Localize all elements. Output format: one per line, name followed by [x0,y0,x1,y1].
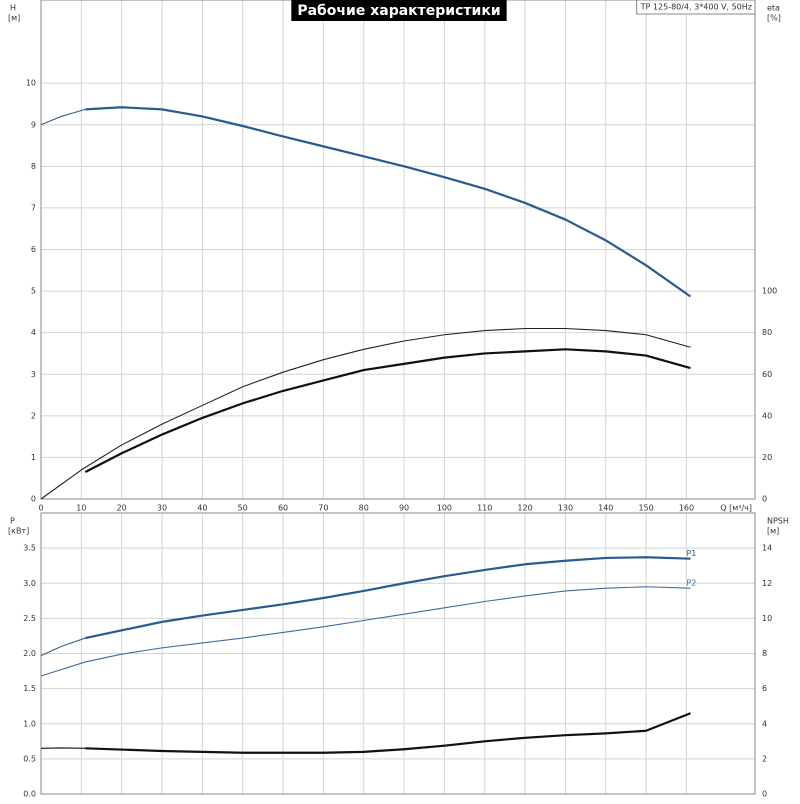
y2-tick-label: 4 [762,719,767,728]
y-axis-label: H [10,4,16,13]
curve [85,713,690,753]
y-tick-label: 1 [31,453,36,462]
y-tick-label: 7 [31,203,36,212]
y2-tick-label: 14 [762,544,772,553]
y2-tick-label: 60 [762,370,772,379]
y2-tick-label: 20 [762,453,772,462]
y-tick-label: 0.5 [23,754,36,763]
y-tick-label: 8 [31,162,36,171]
y-tick-label: 4 [31,328,36,337]
curve [41,587,690,676]
x-tick-label: 130 [558,504,573,513]
y-tick-label: 10 [26,79,36,88]
x-tick-label: 30 [157,504,167,513]
curve [85,107,690,296]
x-tick-label: 50 [238,504,248,513]
x-tick-label: 60 [278,504,288,513]
curve [41,329,690,499]
curve [41,638,85,656]
x-tick-label: 120 [517,504,532,513]
y2-axis-unit: [%] [767,14,781,23]
y-tick-label: 5 [31,287,36,296]
curve-label: P2 [686,579,696,588]
y-axis-unit: [м] [8,14,20,23]
y-tick-label: 2.5 [23,614,36,623]
y-tick-label: 2.0 [23,649,36,658]
x-tick-label: 90 [399,504,409,513]
x-tick-label: 20 [117,504,127,513]
x-tick-label: 80 [359,504,369,513]
y-tick-label: 3 [31,370,36,379]
y-tick-label: 3.0 [23,579,36,588]
y2-axis-unit: [м] [767,527,779,536]
y-tick-label: 1.5 [23,684,36,693]
y-tick-label: 9 [31,120,36,129]
y2-tick-label: 12 [762,579,772,588]
y-axis-unit: [кВт] [8,527,29,536]
y2-tick-label: 0 [762,495,767,504]
curve [85,557,690,638]
y-tick-label: 3.5 [23,544,36,553]
y-axis-label: P [10,517,15,526]
y2-tick-label: 0 [762,790,767,799]
x-tick-label: 160 [679,504,694,513]
y2-tick-label: 8 [762,649,767,658]
y2-tick-label: 100 [762,287,777,296]
x-axis-label: Q [м³/ч] [720,504,752,513]
x-tick-label: 10 [76,504,86,513]
y-tick-label: 6 [31,245,36,254]
curve [85,349,690,472]
y-tick-label: 1.0 [23,719,36,728]
curve-label: P1 [686,549,696,558]
x-tick-label: 100 [437,504,452,513]
x-tick-label: 40 [197,504,207,513]
x-tick-label: 0 [38,504,43,513]
x-tick-label: 140 [598,504,613,513]
y2-axis-label: eta [767,4,780,13]
chart-title: Рабочие характеристики [297,3,500,19]
y-tick-label: 0 [31,495,36,504]
x-tick-label: 70 [318,504,328,513]
y2-axis-label: NPSH [767,517,789,526]
y-tick-label: 2 [31,411,36,420]
y2-tick-label: 40 [762,411,772,420]
y2-tick-label: 6 [762,684,767,693]
x-tick-label: 150 [638,504,653,513]
x-tick-label: 110 [477,504,492,513]
y2-tick-label: 2 [762,754,767,763]
curve [41,109,85,124]
y2-tick-label: 80 [762,328,772,337]
model-annotation: TP 125-80/4, 3*400 V, 50Hz [640,3,752,12]
y-tick-label: 0.0 [23,790,36,799]
y2-tick-label: 10 [762,614,772,623]
